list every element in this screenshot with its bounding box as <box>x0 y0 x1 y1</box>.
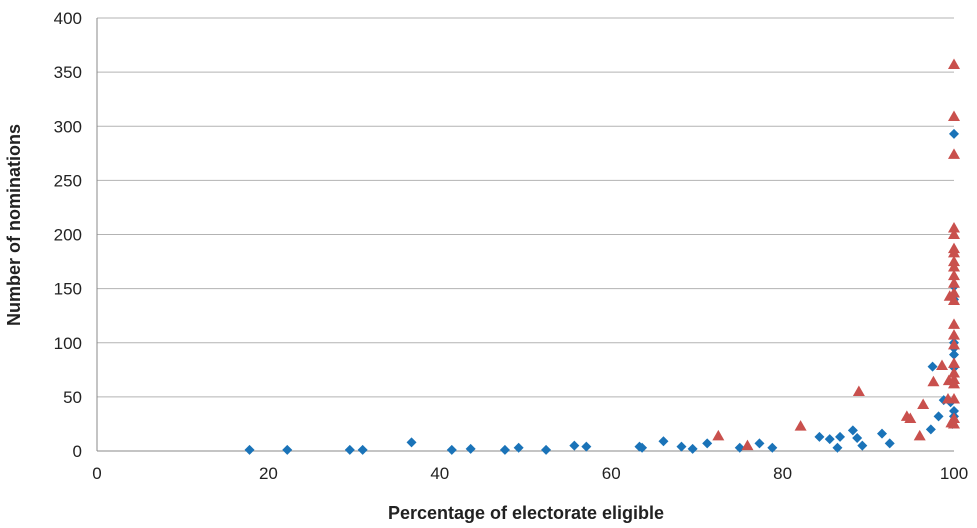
diamond-point <box>406 437 417 448</box>
y-tick-label-100: 100 <box>54 334 82 353</box>
triangle-point <box>948 58 960 70</box>
diamond-point <box>465 443 476 454</box>
diamond-point <box>676 441 687 452</box>
diamond-point <box>446 444 457 455</box>
diamond-point <box>513 442 524 453</box>
triangle-point <box>948 246 960 258</box>
triangle-point <box>948 222 960 233</box>
triangle-point <box>904 412 917 424</box>
triangle-point <box>948 286 960 298</box>
diamond-point <box>734 442 745 453</box>
triangle-point <box>927 375 940 387</box>
triangle-point <box>948 148 960 159</box>
diamond-point <box>767 442 778 453</box>
x-tick-label-80: 80 <box>773 464 792 483</box>
triangle-point <box>948 294 960 306</box>
diamond-point <box>847 425 858 436</box>
diamond-point <box>499 444 510 455</box>
tick-labels: 0 50 100 150 200 250 300 350 400 0 20 40 60 80 100 <box>54 9 969 483</box>
y-tick-label-350: 350 <box>54 63 82 82</box>
diamond-point <box>581 441 592 452</box>
diamond-point <box>282 444 293 455</box>
diamond-point <box>835 431 846 442</box>
triangle-point <box>913 429 926 441</box>
triangle-point <box>948 269 960 281</box>
triangle-point <box>948 277 960 288</box>
triangle-point <box>948 255 960 267</box>
y-tick-label-250: 250 <box>54 171 82 190</box>
y-tick-label-300: 300 <box>54 117 82 136</box>
diamond-point <box>702 438 713 449</box>
diamond-point <box>658 436 669 447</box>
x-tick-label-60: 60 <box>602 464 621 483</box>
x-tick-label-0: 0 <box>92 464 101 483</box>
axes <box>96 18 954 452</box>
y-tick-label-50: 50 <box>63 388 82 407</box>
triangle-point <box>948 329 960 340</box>
gridlines <box>97 17 954 398</box>
diamond-point <box>824 434 835 445</box>
diamond-point <box>357 444 368 455</box>
data-points <box>244 58 960 455</box>
y-tick-label-0: 0 <box>73 442 82 461</box>
y-tick-label-200: 200 <box>54 226 82 245</box>
diamond-point <box>933 411 944 422</box>
y-tick-label-150: 150 <box>54 280 82 299</box>
triangle-point <box>948 417 960 429</box>
triangle-point <box>948 260 960 272</box>
diamond-point <box>687 443 698 454</box>
diamond-point <box>541 444 552 455</box>
diamond-point <box>884 438 895 449</box>
diamond-point <box>857 440 868 451</box>
triangle-point <box>741 439 754 451</box>
diamond-point <box>877 428 888 439</box>
triangle-point <box>948 228 960 239</box>
x-tick-label-40: 40 <box>430 464 449 483</box>
triangle-point <box>852 385 865 396</box>
triangle-point <box>917 398 930 409</box>
diamond-point <box>949 128 959 139</box>
diamond-point <box>754 438 765 449</box>
diamond-point <box>344 444 355 455</box>
diamond-point <box>569 440 580 451</box>
triangle-point <box>948 377 960 389</box>
triangle-point <box>948 412 960 424</box>
x-tick-label-100: 100 <box>940 464 968 483</box>
diamond-point <box>832 442 843 453</box>
triangle-point <box>948 367 960 378</box>
diamond-point <box>927 361 938 372</box>
triangle-point <box>794 420 807 431</box>
diamond-point <box>949 405 959 416</box>
diamond-point <box>244 444 255 455</box>
triangle-point <box>948 110 960 122</box>
diamond-point <box>637 442 648 453</box>
triangle-point <box>948 318 960 329</box>
diamond-point <box>949 349 959 360</box>
x-tick-label-20: 20 <box>259 464 278 483</box>
y-axis-title: Number of nominations <box>4 124 24 326</box>
triangle-point <box>948 357 960 368</box>
triangle-point <box>948 393 960 404</box>
x-axis-title: Percentage of electorate eligible <box>388 503 664 523</box>
triangle-point <box>936 359 949 370</box>
triangle-point <box>712 429 725 441</box>
diamond-point <box>925 424 936 435</box>
diamond-point <box>814 431 825 442</box>
triangle-point <box>948 338 960 350</box>
diamond-point <box>852 433 863 444</box>
y-tick-label-400: 400 <box>54 9 82 28</box>
